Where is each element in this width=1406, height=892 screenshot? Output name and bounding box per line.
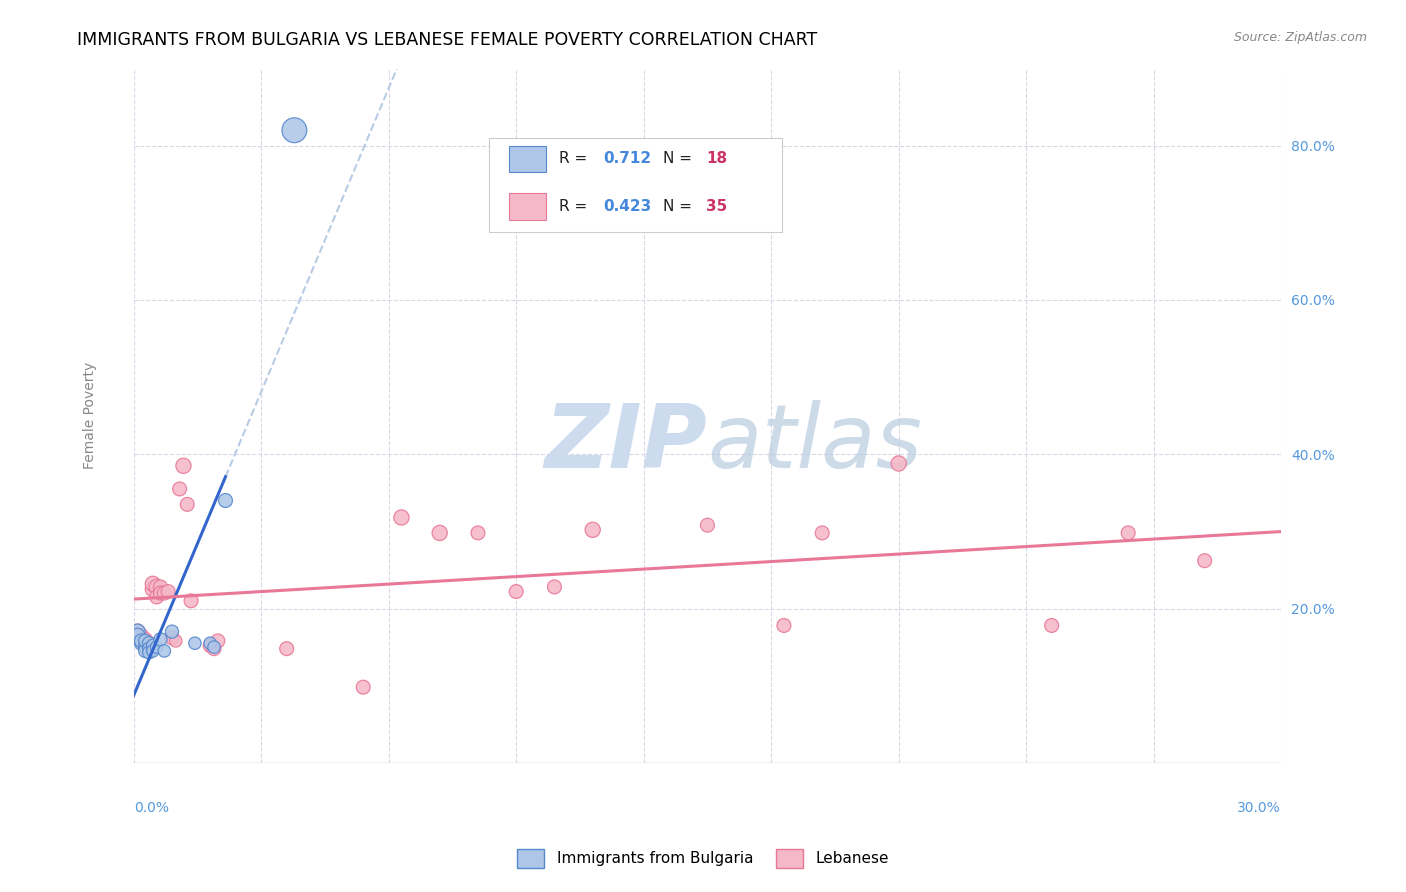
Point — [153, 644, 176, 658]
Point — [138, 641, 160, 656]
Point — [200, 639, 222, 653]
Point — [149, 580, 172, 594]
Point — [773, 618, 796, 632]
Point — [696, 518, 718, 533]
Point — [202, 641, 225, 656]
Point — [160, 631, 183, 645]
Point — [582, 523, 605, 537]
Text: IMMIGRANTS FROM BULGARIA VS LEBANESE FEMALE POVERTY CORRELATION CHART: IMMIGRANTS FROM BULGARIA VS LEBANESE FEM… — [77, 31, 817, 49]
Point — [467, 525, 489, 540]
Point — [153, 586, 176, 600]
Point — [160, 624, 183, 639]
Point — [543, 580, 565, 594]
Text: 30.0%: 30.0% — [1237, 801, 1281, 815]
Text: N =: N = — [662, 199, 696, 214]
Bar — [509, 145, 546, 172]
Point — [157, 584, 180, 599]
Point — [429, 525, 451, 540]
Point — [184, 636, 207, 650]
Point — [391, 510, 413, 524]
Text: Source: ZipAtlas.com: Source: ZipAtlas.com — [1233, 31, 1367, 45]
Point — [1116, 525, 1139, 540]
Point — [176, 497, 198, 511]
Point — [214, 493, 236, 508]
Point — [180, 594, 202, 608]
Text: 18: 18 — [706, 152, 727, 166]
Point — [283, 123, 305, 137]
Point — [172, 458, 194, 473]
Point — [142, 639, 165, 653]
Point — [142, 641, 165, 656]
Text: R =: R = — [560, 152, 592, 166]
Point — [149, 632, 172, 647]
Point — [134, 632, 156, 647]
Point — [142, 644, 165, 658]
Point — [200, 636, 222, 650]
Point — [131, 633, 153, 648]
Text: 0.0%: 0.0% — [134, 801, 169, 815]
Point — [169, 482, 191, 496]
Text: atlas: atlas — [707, 401, 922, 486]
Point — [145, 640, 167, 654]
Point — [145, 580, 167, 594]
Point — [138, 645, 160, 659]
Point — [1194, 554, 1216, 568]
Text: ZIP: ZIP — [544, 400, 707, 487]
Bar — [509, 194, 546, 219]
Text: R =: R = — [560, 199, 592, 214]
Point — [138, 636, 160, 650]
Point — [131, 636, 153, 650]
Point — [127, 628, 149, 642]
Point — [1040, 618, 1063, 632]
Text: N =: N = — [662, 152, 696, 166]
Text: Female Poverty: Female Poverty — [83, 362, 97, 469]
Point — [207, 633, 229, 648]
Point — [276, 641, 298, 656]
Point — [811, 525, 834, 540]
Point — [149, 586, 172, 600]
Point — [165, 633, 187, 648]
FancyBboxPatch shape — [489, 138, 782, 232]
Legend: Immigrants from Bulgaria, Lebanese: Immigrants from Bulgaria, Lebanese — [510, 843, 896, 873]
Point — [142, 577, 165, 591]
Point — [145, 590, 167, 604]
Point — [134, 644, 156, 658]
Point — [127, 624, 149, 639]
Text: 0.423: 0.423 — [603, 199, 651, 214]
Point — [352, 680, 374, 694]
Point — [138, 636, 160, 650]
Point — [131, 628, 153, 642]
Point — [142, 582, 165, 597]
Point — [134, 640, 156, 654]
Point — [134, 633, 156, 648]
Text: 0.712: 0.712 — [603, 152, 651, 166]
Point — [505, 584, 527, 599]
Point — [127, 624, 149, 639]
Point — [202, 640, 225, 654]
Point — [887, 457, 910, 471]
Text: 35: 35 — [706, 199, 727, 214]
